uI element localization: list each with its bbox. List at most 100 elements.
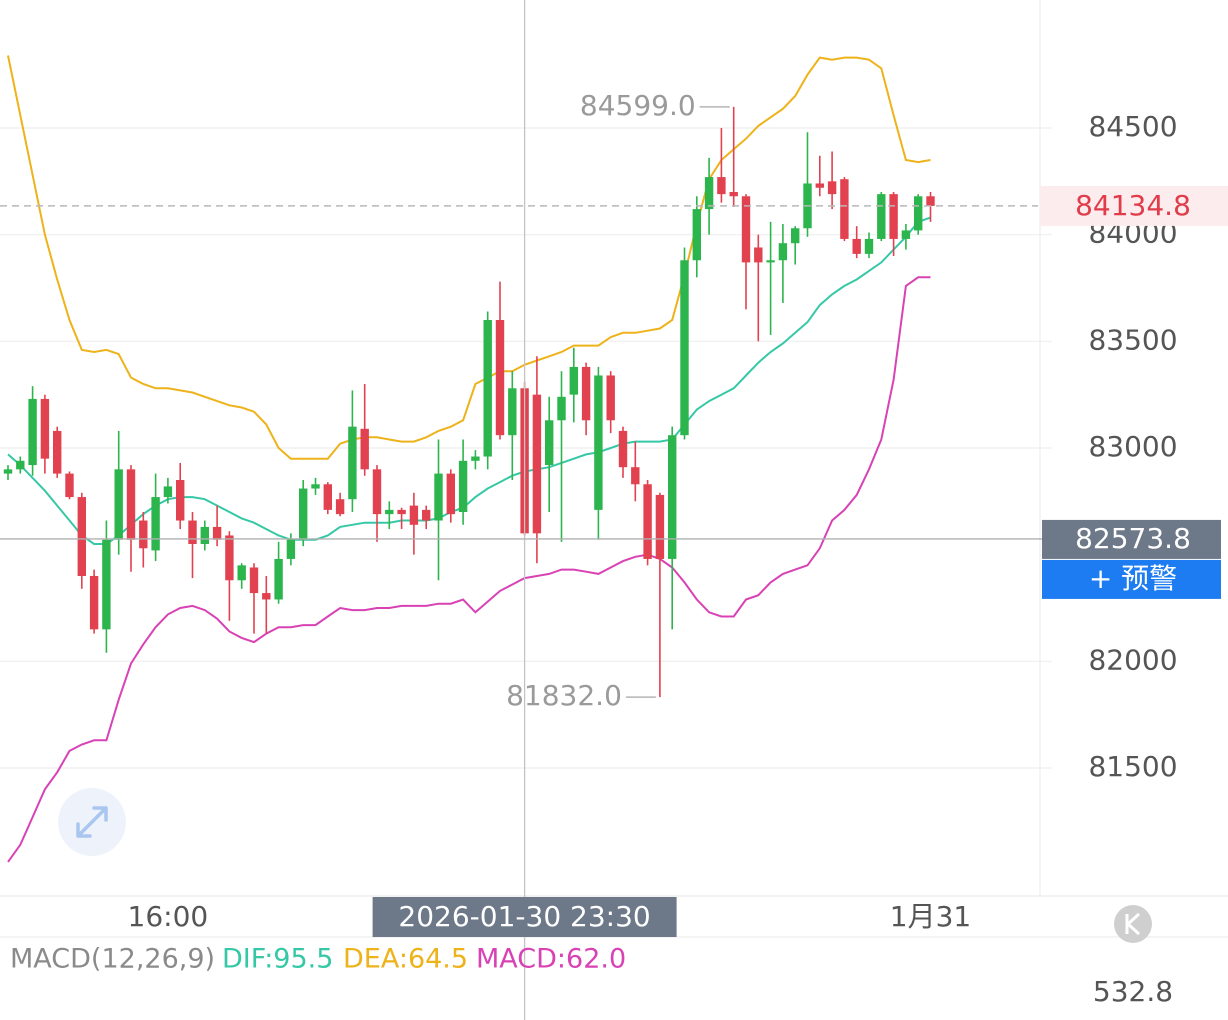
candle-body xyxy=(569,366,578,395)
crosshair-price-label: 82573.8 xyxy=(1075,522,1191,555)
candle-body xyxy=(754,247,763,263)
candle-body xyxy=(864,238,874,254)
candle-body xyxy=(40,398,50,459)
candle-body xyxy=(372,469,382,515)
candle-body xyxy=(397,509,406,515)
candle-body xyxy=(299,488,308,540)
y-tick-label: 81500 xyxy=(1088,750,1177,783)
candle-body xyxy=(262,593,271,600)
candle-body xyxy=(360,428,369,470)
candle-body xyxy=(89,576,99,630)
candle-body xyxy=(385,509,394,515)
candle-body xyxy=(852,238,861,254)
candle-body xyxy=(274,558,283,600)
candle-body xyxy=(335,499,345,515)
candle-body xyxy=(594,375,603,510)
crosshair-x-box xyxy=(372,897,677,937)
candle-body xyxy=(200,526,209,544)
candle-body xyxy=(237,565,246,581)
candle-body xyxy=(741,196,751,263)
y-tick-label: 83500 xyxy=(1088,323,1177,356)
extreme-label: 81832.0 xyxy=(506,679,622,712)
candle-body xyxy=(249,567,259,594)
candle-body xyxy=(458,460,468,512)
candle-body xyxy=(311,484,320,489)
candle-body xyxy=(655,494,665,559)
candle-body xyxy=(889,194,898,239)
dif-label: DIF:95.5 xyxy=(222,944,333,975)
candle-body xyxy=(77,497,86,576)
candle-body xyxy=(409,505,419,525)
expand-icon[interactable] xyxy=(76,806,108,838)
candle-body xyxy=(557,396,566,421)
extreme-label: 84599.0 xyxy=(580,89,696,122)
candle-body xyxy=(188,520,197,544)
marks-layer xyxy=(3,55,935,863)
candle-body xyxy=(827,181,837,195)
candle-body xyxy=(446,473,455,515)
candle-body xyxy=(212,526,222,540)
candle-body xyxy=(545,420,554,466)
candle-body xyxy=(422,509,431,521)
candle-body xyxy=(102,539,111,630)
candle-body xyxy=(348,426,357,500)
x-tick-label: 16:00 xyxy=(128,900,209,933)
candle-body xyxy=(151,497,160,551)
macd-label: MACD:62.0 xyxy=(476,944,626,975)
last-price-box xyxy=(1040,185,1228,226)
k-button-bg[interactable] xyxy=(1114,905,1152,943)
candle-body xyxy=(618,430,628,468)
candle-body xyxy=(791,228,800,244)
candle-body xyxy=(495,320,505,436)
candle-body xyxy=(643,484,652,559)
indicator-legend: MACD(12,26,9) DIF:95.5 DEA:64.5 MACD:62.… xyxy=(10,944,1173,1009)
y-tick-label: 84500 xyxy=(1088,110,1177,143)
candle-body xyxy=(139,520,148,549)
candle-body xyxy=(286,539,296,559)
candle-body xyxy=(323,484,332,510)
candle-body xyxy=(532,394,542,534)
expand-button[interactable] xyxy=(58,788,126,856)
candle-body xyxy=(901,230,911,239)
candle-body xyxy=(840,179,849,239)
band-line xyxy=(7,216,931,545)
crosshair-price-box xyxy=(1042,519,1221,559)
candle-body xyxy=(508,388,517,436)
candle-body xyxy=(483,320,492,457)
candle-body xyxy=(3,469,13,474)
candle-body xyxy=(668,435,677,559)
candle-body xyxy=(815,183,824,188)
macd-title: MACD(12,26,9) xyxy=(10,944,215,975)
alert-button-label[interactable]: + 预警 xyxy=(1089,562,1177,595)
candle-body xyxy=(581,366,591,421)
k-button[interactable] xyxy=(1114,905,1152,943)
candle-body xyxy=(680,260,689,436)
alert-button-bg[interactable] xyxy=(1042,559,1221,599)
candle-body xyxy=(692,209,701,261)
k-icon[interactable] xyxy=(1125,912,1141,936)
candle-body xyxy=(729,192,738,197)
candle-body xyxy=(434,473,443,521)
candle-body xyxy=(766,260,775,263)
dea-label: DEA:64.5 xyxy=(343,944,468,975)
candle-body xyxy=(914,196,923,231)
candle-body xyxy=(16,460,25,470)
band-line xyxy=(7,55,931,460)
candle-body xyxy=(114,469,123,540)
candle-body xyxy=(126,469,136,540)
candle-body xyxy=(778,243,788,261)
candle-body xyxy=(53,430,62,474)
y-tick-label: 82000 xyxy=(1088,643,1177,676)
candle-body xyxy=(471,456,480,461)
crosshair-x-label: 2026-01-30 23:30 xyxy=(398,900,650,933)
last-price-label: 84134.8 xyxy=(1075,189,1191,222)
candle-body xyxy=(65,473,74,498)
band-line xyxy=(7,276,931,863)
candle-body xyxy=(225,535,234,581)
candle-body xyxy=(717,177,726,195)
candle-body xyxy=(28,398,37,466)
